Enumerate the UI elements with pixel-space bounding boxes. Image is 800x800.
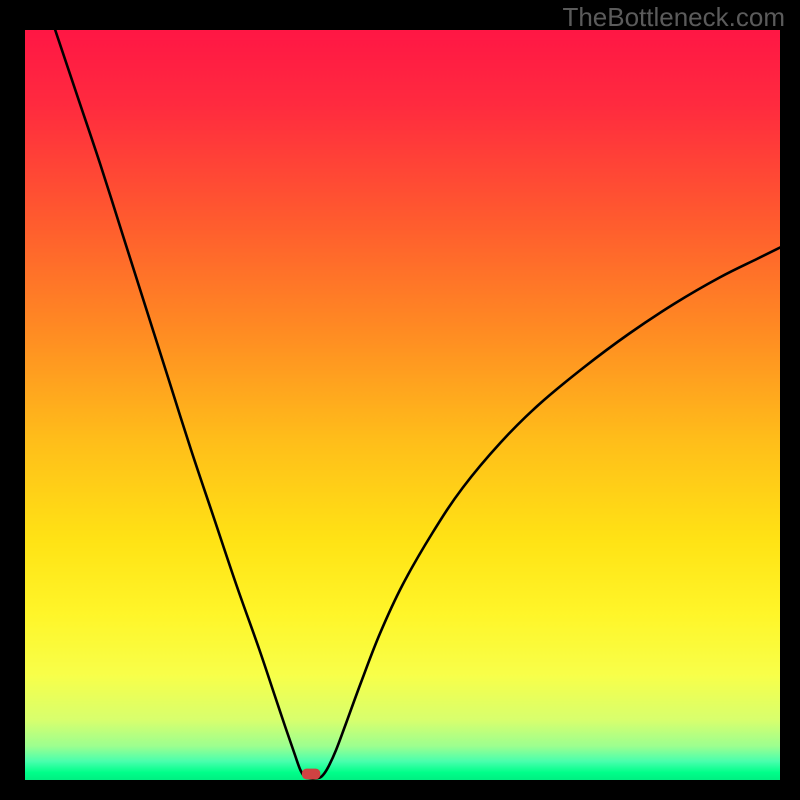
bottleneck-curve bbox=[55, 30, 780, 779]
bottleneck-curve-svg bbox=[25, 30, 780, 780]
chart-frame: TheBottleneck.com bbox=[0, 0, 800, 800]
plot-area bbox=[25, 30, 780, 780]
watermark-text: TheBottleneck.com bbox=[562, 2, 785, 33]
minimum-marker bbox=[302, 769, 319, 779]
